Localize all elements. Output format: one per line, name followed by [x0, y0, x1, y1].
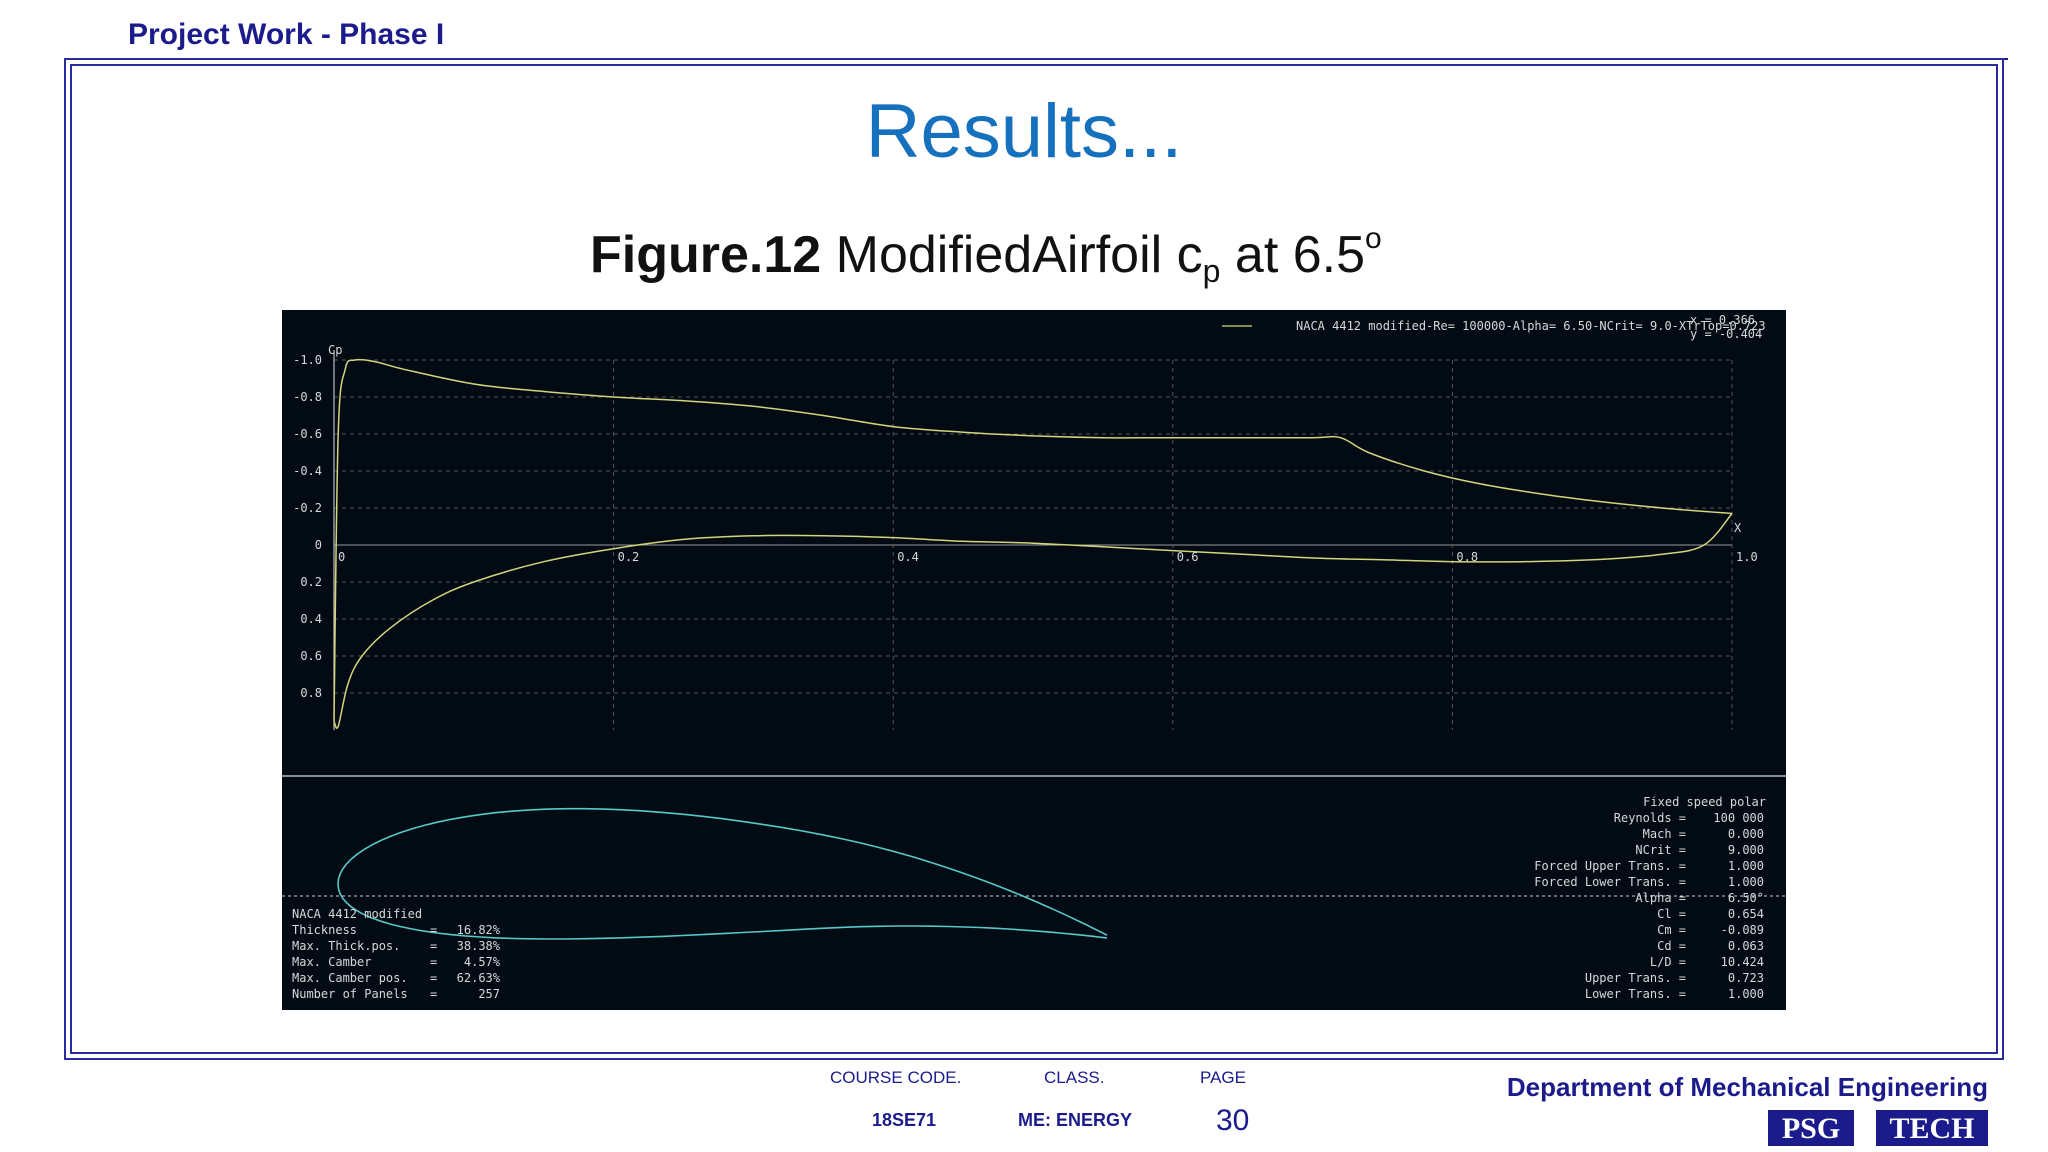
polar-info-label: Cl = — [1657, 907, 1686, 921]
figure-caption: Figure.12 ModifiedAirfoil cp at 6.5o — [590, 222, 1382, 290]
y-tick-label: -0.2 — [293, 501, 322, 515]
airfoil-info-label: Max. Camber — [292, 955, 371, 969]
airfoil-info-label: Max. Thick.pos. — [292, 939, 400, 953]
department-name: Department of Mechanical Engineering — [1506, 1072, 1988, 1102]
airfoil-info-equals: = — [430, 955, 437, 969]
caption-subscript: p — [1202, 253, 1221, 289]
polar-heading: Fixed speed polar — [1643, 795, 1766, 809]
x-tick-label: 0.6 — [1177, 550, 1199, 564]
polar-info-label: Upper Trans. = — [1585, 971, 1686, 985]
cp-chart: -1.0 -0.8 -0.6 -0.4 -0.2 0 0.2 0.4 0.6 0.8 0 0.2 0.4… — [282, 313, 1786, 1001]
airfoil-info-equals: = — [430, 923, 437, 937]
y-tick-label: -0.6 — [293, 427, 322, 441]
x-tick-label: 0.8 — [1456, 550, 1478, 564]
y-axis-label: Cp — [328, 343, 342, 357]
psg-tech-logo: PSG TECH — [1768, 1110, 1988, 1146]
y-tick-label: 0.4 — [300, 612, 322, 626]
airfoil-outline — [337, 807, 1108, 940]
page-label: PAGE — [1200, 1068, 1246, 1087]
polar-info-value: 1.000 — [1728, 987, 1764, 1001]
y-tick-label: 0.8 — [300, 686, 322, 700]
airfoil-info-value: 16.82% — [457, 923, 501, 937]
polar-info-value: 0.063 — [1728, 939, 1764, 953]
polar-info-label: Lower Trans. = — [1585, 987, 1686, 1001]
polar-info-label: Forced Lower Trans. = — [1534, 875, 1686, 889]
airfoil-info-equals: = — [430, 987, 437, 1001]
polar-info-value: 9.000 — [1728, 843, 1764, 857]
caption-angle: at 6.5 — [1220, 226, 1366, 284]
class-value: ME: ENERGY — [1018, 1110, 1133, 1130]
page-number: 30 — [1216, 1104, 1250, 1137]
slide-title: Results... — [865, 89, 1183, 174]
polar-info-label: Cm = — [1657, 923, 1686, 937]
logo-text-tech: TECH — [1889, 1112, 1974, 1145]
course-code-label: COURSE CODE. — [830, 1068, 962, 1087]
polar-info-label: Cd = — [1657, 939, 1686, 953]
cp-series-lower — [333, 513, 1733, 729]
caption-text: ModifiedAirfoil c — [821, 226, 1203, 284]
y-tick-label: -0.4 — [293, 464, 322, 478]
polar-info-value: 0.000 — [1728, 827, 1764, 841]
airfoil-info-equals: = — [430, 939, 437, 953]
airfoil-info-label: Number of Panels — [292, 987, 408, 1001]
airfoil-info-equals: = — [430, 971, 437, 985]
logo-text-psg: PSG — [1782, 1112, 1840, 1145]
polar-info-block: Fixed speed polar Reynolds = 100 000 Mach =… — [1534, 795, 1766, 1001]
polar-info-value: 0.654 — [1728, 907, 1764, 921]
project-title: Project Work - Phase I — [128, 18, 445, 51]
x-tick-label: 0 — [338, 550, 345, 564]
y-tick-label: 0.6 — [300, 649, 322, 663]
airfoil-info-value: 4.57% — [464, 955, 501, 969]
polar-info-value: 6.50° — [1728, 891, 1764, 905]
xfoil-screenshot: -1.0 -0.8 -0.6 -0.4 -0.2 0 0.2 0.4 0.6 0.8 0 0.2 0.4… — [282, 310, 1786, 1010]
polar-info-value: -0.089 — [1721, 923, 1764, 937]
cursor-y: y = -0.404 — [1690, 327, 1762, 341]
slide-frame-outer — [64, 58, 2004, 1060]
figure-label: Figure.12 — [590, 226, 822, 284]
airfoil-info-value: 62.63% — [457, 971, 501, 985]
airfoil-name: NACA 4412 modified — [292, 907, 422, 921]
polar-info-value: 100 000 — [1713, 811, 1764, 825]
airfoil-info-label: Thickness — [292, 923, 357, 937]
polar-info-value: 10.424 — [1721, 955, 1764, 969]
polar-info-label: NCrit = — [1635, 843, 1686, 857]
polar-info-value: 0.723 — [1728, 971, 1764, 985]
cp-series-upper — [333, 358, 1733, 721]
polar-info-label: Mach = — [1643, 827, 1686, 841]
legend-title: NACA 4412 modified-Re= 100000-Alpha= 6.5… — [1296, 319, 1766, 333]
slide-frame-inner — [70, 64, 1998, 1054]
caption-degree: o — [1365, 222, 1382, 255]
airfoil-info-value: 38.38% — [457, 939, 501, 953]
airfoil-info-block: NACA 4412 modified Thickness = 16.82% Max. T… — [292, 907, 501, 1001]
y-tick-label: -0.8 — [293, 390, 322, 404]
y-tick-label: 0 — [315, 538, 322, 552]
polar-info-label: Forced Upper Trans. = — [1534, 859, 1686, 873]
x-axis-label: X — [1734, 521, 1742, 535]
class-label: CLASS. — [1044, 1068, 1105, 1087]
polar-info-value: 1.000 — [1728, 859, 1764, 873]
y-tick-label: 0.2 — [300, 575, 322, 589]
x-tick-label: 0.4 — [897, 550, 919, 564]
airfoil-info-label: Max. Camber pos. — [292, 971, 408, 985]
x-tick-label: 0.2 — [618, 550, 640, 564]
polar-info-value: 1.000 — [1728, 875, 1764, 889]
course-code: 18SE71 — [872, 1110, 937, 1130]
x-tick-label: 1.0 — [1736, 550, 1758, 564]
polar-info-label: Alpha = — [1635, 891, 1686, 905]
polar-info-label: L/D = — [1650, 955, 1686, 969]
y-tick-label: -1.0 — [293, 353, 322, 367]
polar-info-label: Reynolds = — [1614, 811, 1686, 825]
airfoil-info-value: 257 — [478, 987, 500, 1001]
cursor-x: x = 0.366 — [1690, 313, 1755, 327]
